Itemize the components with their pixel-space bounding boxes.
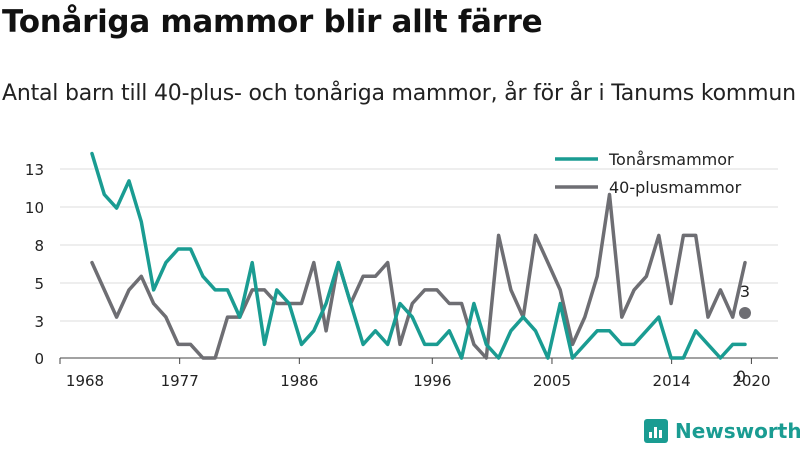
series-line-40-plusmammor <box>90 192 747 360</box>
end-label-40-plusmammor: 3 <box>740 282 750 301</box>
legend-label: 40-plusmammor <box>609 178 742 197</box>
brand-name: Newsworthy <box>675 419 800 443</box>
end-label-tonarsmammor: 0 <box>736 367 746 386</box>
x-tick-label: 2014 <box>653 372 691 390</box>
legend-label: Tonårsmammor <box>608 150 734 169</box>
chart-subtitle: Antal barn till 40-plus- och tonåriga ma… <box>2 81 796 106</box>
y-tick-label: 3 <box>34 313 44 331</box>
y-tick-label: 8 <box>34 237 44 255</box>
y-tick-label: 5 <box>34 275 44 293</box>
x-tick-label: 2005 <box>533 372 571 390</box>
y-tick-label: 10 <box>25 199 44 217</box>
y-tick-label: 13 <box>25 161 44 179</box>
newsworthy-logo: Newsworthy <box>644 419 800 443</box>
x-tick-label: 1996 <box>413 372 451 390</box>
end-point-40-plusmammor <box>739 307 751 319</box>
x-tick-label: 1977 <box>161 372 199 390</box>
x-tick-label: 1968 <box>66 372 104 390</box>
series-line-tonarsmammor <box>90 151 747 360</box>
bar-chart-icon <box>644 419 668 443</box>
chart-title: Tonåriga mammor blir allt färre <box>2 4 543 40</box>
y-tick-label: 0 <box>34 350 44 368</box>
x-tick-label: 2020 <box>732 372 770 390</box>
x-tick-label: 1986 <box>280 372 318 390</box>
